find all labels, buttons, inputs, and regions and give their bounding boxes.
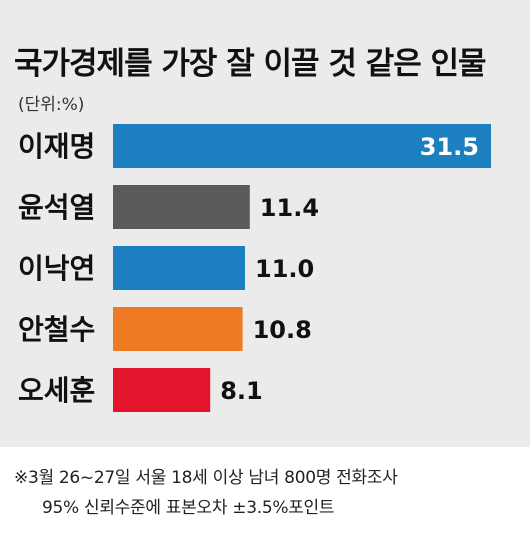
category-label: 이낙연 [18,252,95,285]
category-label: 오세훈 [18,374,95,407]
bar [113,185,250,229]
bar [113,368,211,412]
value-label: 31.5 [420,133,479,161]
footnote-line-2: 95% 신뢰수준에 표본오차 ±3.5%포인트 [42,498,335,518]
value-label: 8.1 [220,377,263,405]
bar [113,124,491,168]
bar [113,246,245,290]
footnote-line-1: ※3월 26~27일 서울 18세 이상 남녀 800명 전화조사 [14,468,398,488]
unit-label: (단위:%) [18,95,85,115]
value-label: 10.8 [253,316,312,344]
chart-panel [0,0,530,447]
value-label: 11.0 [255,255,314,283]
bar-chart: 이재명 31.5 윤석열 11.4 이낙연 11.0 안철수 10.8 오세훈 8.1 [18,124,491,412]
category-label: 안철수 [18,313,95,346]
chart-title: 국가경제를 가장 잘 이끌 것 같은 인물 [14,46,487,82]
bar [113,307,243,351]
value-label: 11.4 [260,194,319,222]
category-label: 윤석열 [18,191,95,224]
category-label: 이재명 [18,130,95,163]
